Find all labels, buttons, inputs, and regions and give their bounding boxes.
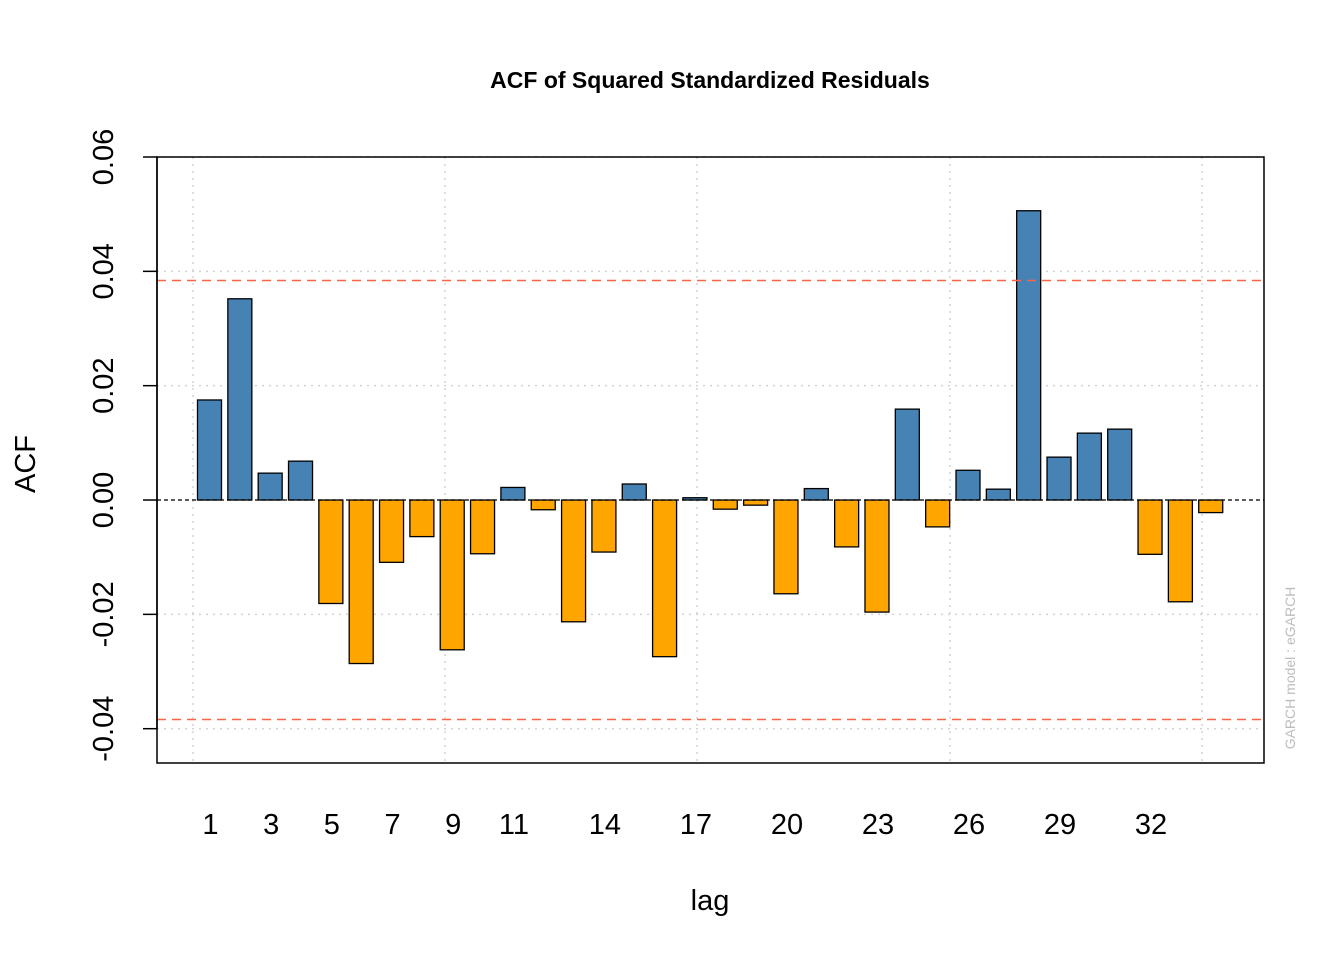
x-tick-label: 14 xyxy=(589,809,621,841)
x-tick-label: 17 xyxy=(680,809,712,841)
acf-bar-lag-19 xyxy=(742,499,769,506)
acf-bar-lag-2 xyxy=(227,298,253,501)
acf-bar-lag-15 xyxy=(621,483,647,501)
model-note: GARCH model : eGARCH xyxy=(1282,587,1298,750)
acf-bar-lag-6 xyxy=(348,499,374,665)
acf-bar-lag-26 xyxy=(955,469,981,501)
acf-bar-lag-24 xyxy=(894,408,920,501)
acf-bar-lag-22 xyxy=(833,499,860,548)
acf-bar-lag-31 xyxy=(1107,428,1133,501)
acf-bar-lag-30 xyxy=(1076,432,1103,501)
acf-bar-lag-11 xyxy=(500,486,526,501)
y-axis: -0.04 -0.02 0.00 0.02 0.04 0.06 xyxy=(88,129,158,762)
acf-bar-lag-7 xyxy=(378,499,405,563)
acf-bar-lag-13 xyxy=(560,499,587,623)
acf-bar-lag-14 xyxy=(591,499,617,553)
acf-bar-lag-27 xyxy=(985,488,1011,501)
acf-bar-lag-9 xyxy=(439,499,465,651)
acf-bar-lag-1 xyxy=(196,399,223,501)
acf-bar-lag-20 xyxy=(773,499,799,595)
x-tick-label: 9 xyxy=(445,809,461,841)
x-tick-label: 20 xyxy=(771,809,803,841)
x-tick-label: 1 xyxy=(202,809,218,841)
x-tick-label: 3 xyxy=(263,809,279,841)
x-axis: 1 3 5 7 9 11 14 17 20 23 26 29 32 xyxy=(202,809,1167,841)
acf-bar-lag-32 xyxy=(1137,499,1163,555)
y-axis-label: ACF xyxy=(10,435,42,493)
y-tick-label: 0.04 xyxy=(88,243,120,299)
acf-bar-lag-12 xyxy=(530,499,556,511)
acf-bar-lag-23 xyxy=(864,499,890,613)
acf-bar-lag-17 xyxy=(682,497,708,501)
y-tick-label: -0.04 xyxy=(88,696,120,762)
x-axis-label: lag xyxy=(691,885,730,917)
x-tick-label: 26 xyxy=(953,809,985,841)
acf-bar-lag-25 xyxy=(925,499,951,528)
acf-bar-lag-8 xyxy=(409,499,435,538)
y-tick-label: 0.02 xyxy=(88,357,120,413)
x-tick-label: 5 xyxy=(324,809,340,841)
acf-bar-lag-21 xyxy=(803,487,829,501)
y-tick-label: 0.00 xyxy=(88,472,120,528)
reference-lines xyxy=(157,279,1264,721)
acf-bar-lag-5 xyxy=(318,499,344,605)
acf-bar-lag-3 xyxy=(257,472,283,501)
acf-bar-lag-28 xyxy=(1016,210,1042,501)
x-tick-label: 32 xyxy=(1135,809,1167,841)
x-tick-label: 7 xyxy=(384,809,400,841)
acf-bar-lag-33 xyxy=(1167,499,1194,603)
acf-bar-lag-29 xyxy=(1046,456,1072,501)
chart-title: ACF of Squared Standardized Residuals xyxy=(490,67,930,93)
x-tick-label: 29 xyxy=(1044,809,1076,841)
acf-bar-lag-10 xyxy=(469,499,496,555)
acf-bar-lag-18 xyxy=(712,499,738,510)
x-tick-label: 11 xyxy=(499,809,529,841)
acf-bar-lag-16 xyxy=(651,499,678,658)
x-tick-label: 23 xyxy=(862,809,894,841)
y-tick-label: -0.02 xyxy=(88,581,120,647)
bars xyxy=(196,210,1224,665)
y-tick-label: 0.06 xyxy=(88,129,120,185)
acf-bar-lag-34 xyxy=(1198,499,1224,514)
acf-bar-lag-4 xyxy=(287,460,314,501)
